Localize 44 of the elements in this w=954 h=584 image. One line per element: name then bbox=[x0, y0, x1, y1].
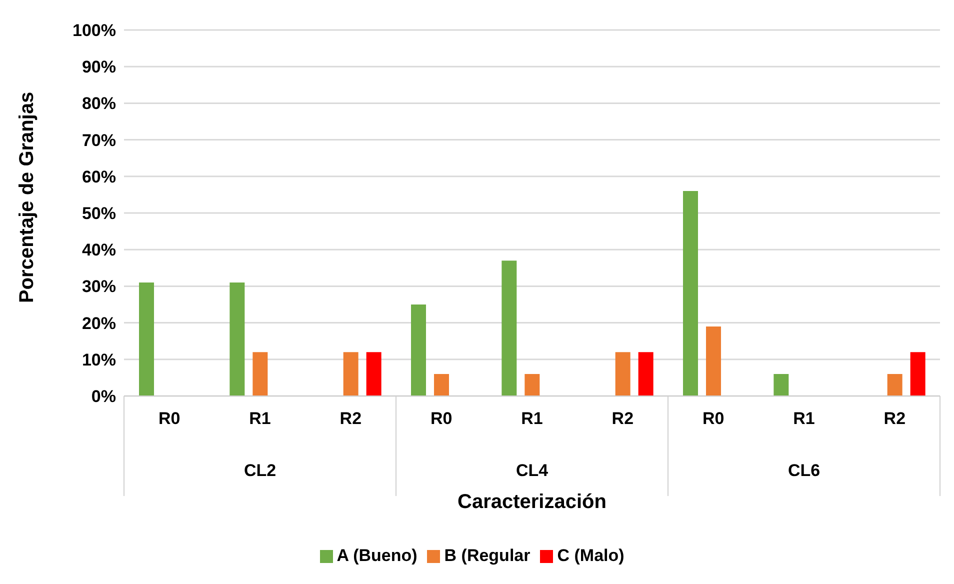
y-tick-label: 80% bbox=[82, 94, 116, 114]
x-tick-label: R0 bbox=[702, 409, 724, 428]
text: CL2 bbox=[244, 461, 276, 480]
y-tick-label: 40% bbox=[82, 240, 116, 260]
bar bbox=[411, 304, 426, 396]
y-tick-label: 10% bbox=[82, 350, 116, 370]
bar bbox=[252, 352, 268, 396]
x-tick-label: R1 bbox=[521, 409, 543, 428]
y-tick-label: 90% bbox=[82, 58, 116, 77]
y-tick-label: 0% bbox=[91, 387, 116, 406]
x-tick-label: R0 bbox=[158, 409, 180, 428]
bar bbox=[139, 282, 154, 396]
legend-label: C (Malo) bbox=[557, 546, 624, 565]
bar bbox=[434, 374, 449, 396]
y-tick-label: 100% bbox=[72, 21, 116, 40]
legend-label: A (Bueno) bbox=[336, 546, 418, 565]
x-tick-label: R2 bbox=[612, 409, 634, 428]
bar bbox=[774, 374, 789, 396]
y-tick-label: 60% bbox=[82, 167, 116, 186]
y-axis-title: Porcentaje de Granjas bbox=[16, 92, 38, 303]
text: CL6 bbox=[788, 461, 820, 480]
y-tick-label: 50% bbox=[82, 204, 116, 224]
bar bbox=[638, 352, 654, 396]
bar bbox=[524, 374, 540, 396]
x-tick-label: R0 bbox=[430, 409, 452, 428]
x-tick-label: R1 bbox=[249, 409, 271, 428]
y-tick-label: 20% bbox=[82, 314, 116, 333]
legend-label: B (Regular bbox=[444, 546, 530, 565]
bar bbox=[887, 374, 902, 396]
bar bbox=[683, 191, 698, 396]
bar bbox=[910, 352, 926, 396]
x-tick-label: R1 bbox=[793, 409, 815, 428]
x-tick-label: R2 bbox=[884, 409, 906, 428]
bar bbox=[230, 282, 245, 396]
y-tick-label: 30% bbox=[82, 277, 116, 296]
bar bbox=[502, 260, 517, 396]
bar bbox=[366, 352, 382, 396]
text: CL4 bbox=[516, 461, 549, 480]
x-tick-label: R2 bbox=[340, 409, 362, 428]
bar bbox=[343, 352, 358, 396]
bar bbox=[615, 352, 630, 396]
x-axis-title: Caracterización bbox=[458, 491, 606, 513]
y-tick-label: 70% bbox=[82, 130, 116, 150]
bar bbox=[706, 326, 721, 396]
